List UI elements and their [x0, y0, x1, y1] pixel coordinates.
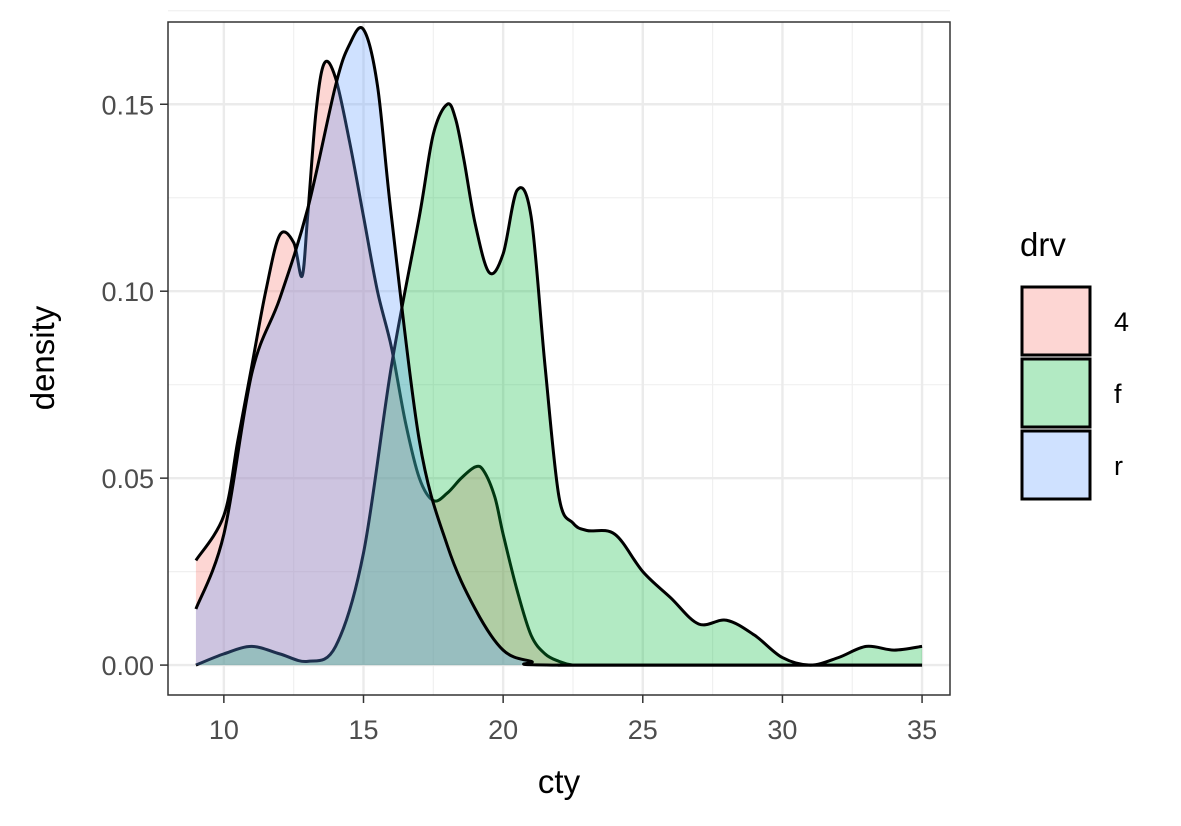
legend-swatch-4	[1020, 285, 1092, 357]
y-tick-label: 0.00	[101, 651, 154, 681]
density-area-r	[195, 27, 923, 666]
y-tick-label: 0.15	[101, 90, 154, 120]
x-axis-title: cty	[538, 763, 581, 800]
legend-key-background	[1022, 431, 1090, 499]
axes: 10 15 20 25 30 35 0.00 0.05 0.10 0.15	[101, 90, 937, 745]
panel-border	[167, 21, 951, 696]
legend-swatch-f	[1020, 357, 1092, 429]
density-area-f	[195, 103, 923, 666]
density-line-4	[194, 59, 923, 667]
density-area-4	[195, 61, 923, 666]
legend-item-r: r	[1020, 429, 1123, 501]
legend-label-r: r	[1114, 451, 1123, 481]
y-tick-label: 0.10	[101, 277, 154, 307]
density-line-f	[195, 102, 923, 667]
x-tick-label: 25	[628, 715, 658, 745]
x-tick-label: 10	[209, 715, 239, 745]
legend-label-f: f	[1114, 379, 1122, 409]
panel-background	[168, 22, 950, 695]
x-tick-label: 15	[348, 715, 378, 745]
grid	[168, 10, 950, 695]
legend-title: drv	[1020, 226, 1066, 263]
legend-item-4: 4	[1020, 285, 1129, 357]
x-tick-label: 35	[907, 715, 937, 745]
x-tick-label: 20	[488, 715, 518, 745]
y-axis-title: density	[24, 305, 61, 410]
density-areas	[194, 26, 923, 667]
density-line-r	[194, 26, 923, 667]
y-tick-label: 0.05	[101, 464, 154, 494]
legend-swatch-r	[1020, 429, 1092, 501]
legend-label-4: 4	[1114, 307, 1129, 337]
legend-key-background	[1022, 287, 1090, 355]
legend: drv 4 f r	[1020, 226, 1129, 501]
legend-key-background	[1022, 359, 1090, 427]
legend-item-f: f	[1020, 357, 1122, 429]
x-tick-label: 30	[767, 715, 797, 745]
